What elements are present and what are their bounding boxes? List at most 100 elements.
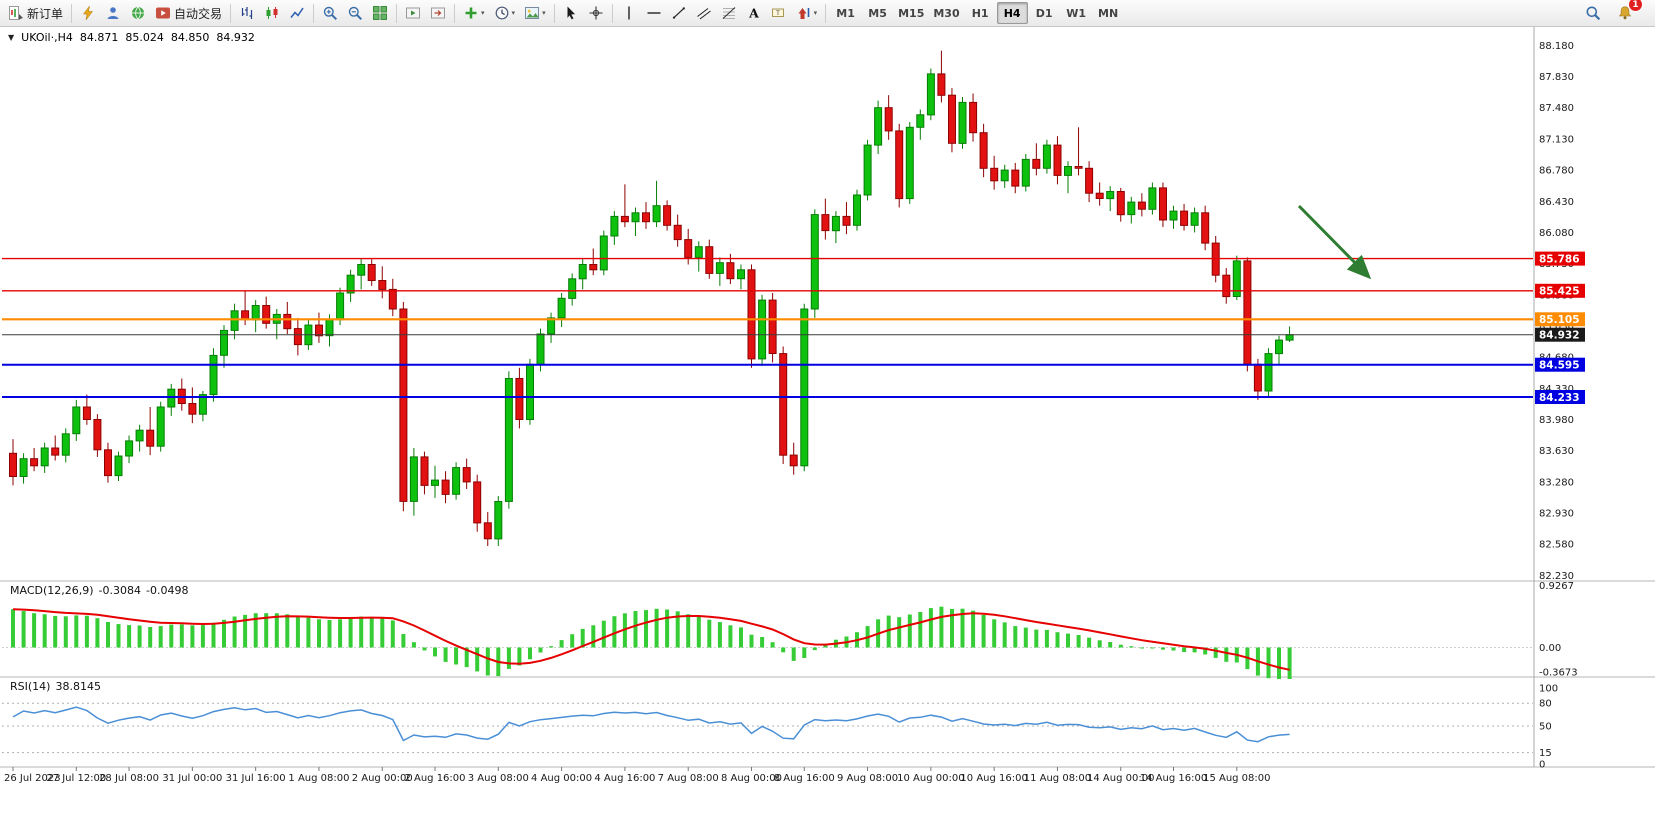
zoom-out-button[interactable] [343,1,367,25]
bar-chart-button[interactable] [235,1,259,25]
magnifier-icon [1586,6,1601,21]
timeframe-m5-button[interactable]: M5 [868,6,887,20]
crosshair-button[interactable] [584,1,608,25]
open-value: 84.871 [79,31,119,44]
community-button[interactable] [126,1,150,25]
auto-scroll-button[interactable] [401,1,425,25]
cursor-button[interactable] [559,1,583,25]
rsi-panel[interactable] [2,702,1533,754]
text-button[interactable]: A [742,1,766,25]
dropdown-caret-icon: ▾ [481,9,485,17]
line-chart-button[interactable] [285,1,309,25]
fibo-icon [722,7,735,19]
macd-main-value: -0.3084 [98,584,142,597]
tline-icon [672,7,685,19]
svg-text:83.280: 83.280 [1539,477,1574,488]
svg-text:14 Aug 16:00: 14 Aug 16:00 [1140,773,1207,784]
svg-text:87.480: 87.480 [1539,103,1574,114]
indicators-button[interactable]: ▾ [459,1,489,25]
macd-panel[interactable] [2,606,1533,679]
svg-text:11 Aug 08:00: 11 Aug 08:00 [1024,773,1091,784]
arrows-button[interactable]: ▾ [792,1,822,25]
fibonacci-button[interactable] [717,1,741,25]
play-icon [156,7,171,19]
svg-text:8 Aug 00:00: 8 Aug 00:00 [721,773,782,784]
alerts-button[interactable]: 1 [1613,0,1643,25]
panel-separators [0,27,1655,768]
search-button[interactable] [1581,1,1605,25]
horizontal-line-button[interactable] [642,1,666,25]
svg-text:2 Aug 16:00: 2 Aug 16:00 [404,773,465,784]
toolbar-separator [454,3,456,23]
svg-text:0.9267: 0.9267 [1539,581,1574,592]
timeframe-h4-button[interactable]: H4 [996,2,1028,24]
timeframe-d1-button[interactable]: D1 [1035,6,1053,20]
svg-text:86.430: 86.430 [1539,197,1574,208]
tile-windows-button[interactable] [368,1,392,25]
svg-text:26 Jul 2023: 26 Jul 2023 [4,773,61,784]
svg-text:4 Aug 00:00: 4 Aug 00:00 [531,773,592,784]
timeframe-m1-button[interactable]: M1 [836,6,855,20]
channel-button[interactable] [692,1,716,25]
svg-text:86.780: 86.780 [1539,166,1574,177]
label-button[interactable]: T [767,1,791,25]
svg-text:88.180: 88.180 [1539,41,1574,52]
macd-indicator-label: MACD(12,26,9) -0.3084 -0.0498 [10,584,188,597]
svg-text:3 Aug 08:00: 3 Aug 08:00 [468,773,529,784]
chart-shift-button[interactable] [426,1,450,25]
toolbar-separator [71,3,73,23]
svg-text:85.030: 85.030 [1539,322,1574,333]
candlestick-chart-button[interactable] [260,1,284,25]
rsi-value: 38.8145 [55,680,101,693]
zoom-in-button[interactable] [318,1,342,25]
bell-icon [1618,6,1632,20]
globe-icon [132,6,145,20]
chart-expand-icon[interactable]: ▼ [8,33,15,42]
templates-button[interactable]: ▾ [520,1,550,25]
svg-text:82.930: 82.930 [1539,509,1574,520]
metaeditor-button[interactable] [76,1,100,25]
svg-text:-0.3673: -0.3673 [1539,668,1578,679]
rsi-name: RSI(14) [10,680,51,693]
svg-text:31 Jul 16:00: 31 Jul 16:00 [226,773,286,784]
svg-text:85.786: 85.786 [1539,253,1580,265]
trend-arrow-annotation[interactable] [1297,204,1372,280]
dropdown-caret-icon: ▾ [813,9,818,17]
svg-text:15 Aug 08:00: 15 Aug 08:00 [1203,773,1270,784]
svg-text:85.425: 85.425 [1539,286,1580,298]
svg-text:A: A [748,6,759,21]
timeframe-m30-button[interactable]: M30 [933,6,960,20]
svg-text:85.105: 85.105 [1539,314,1580,326]
svg-text:86.080: 86.080 [1539,228,1574,239]
periods-button[interactable]: ▾ [490,1,520,25]
dropdown-caret-icon: ▾ [511,9,516,17]
svg-text:27 Jul 12:00: 27 Jul 12:00 [46,773,106,784]
chart-symbol-period: UKOil·,H4 [21,31,73,44]
toolbar-separator [825,3,827,23]
textA-icon: A [748,6,759,21]
toolbar-separator [611,3,613,23]
tile-icon [373,6,388,20]
svg-text:83.980: 83.980 [1539,415,1574,426]
svg-text:84.233: 84.233 [1539,392,1580,404]
new-order-button[interactable]: 新订单 [4,1,67,25]
timeframe-mn-button[interactable]: MN [1098,6,1119,20]
svg-text:0: 0 [1539,760,1545,771]
vertical-line-button[interactable] [617,1,641,25]
vline-icon [627,6,630,20]
svg-text:50: 50 [1539,722,1552,733]
autotrading-button[interactable]: 自动交易 [151,1,226,25]
zoomout-icon [348,6,363,21]
price-badge: 84.595 [1535,357,1585,372]
market-button[interactable] [101,1,125,25]
timeframe-m15-button[interactable]: M15 [898,6,925,20]
svg-text:1 Aug 08:00: 1 Aug 08:00 [288,773,349,784]
image-icon [525,7,540,19]
timeframe-w1-button[interactable]: W1 [1066,6,1087,20]
svg-text:80: 80 [1539,699,1552,710]
trendline-button[interactable] [667,1,691,25]
svg-text:84.330: 84.330 [1539,384,1574,395]
timeframe-h1-button[interactable]: H1 [971,6,989,20]
